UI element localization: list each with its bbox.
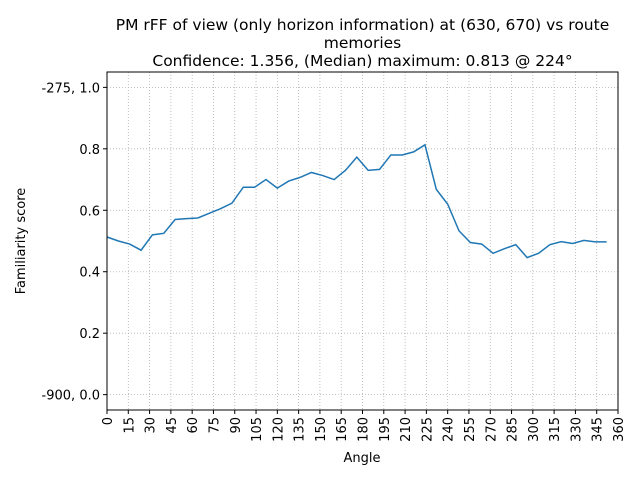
x-axis-label: Angle — [344, 451, 381, 466]
x-tick-label: 30 — [144, 417, 159, 434]
x-tick-label: 45 — [165, 417, 180, 434]
x-tick-label: 315 — [548, 417, 563, 442]
data-line — [106, 143, 607, 259]
title-block: PM rFF of view (only horizon information… — [90, 16, 635, 70]
x-tick-label: 285 — [506, 417, 521, 442]
x-tick-label: 120 — [271, 417, 286, 442]
x-tick-label: 270 — [484, 417, 499, 442]
y-tick-label: 0.2 — [79, 327, 100, 342]
x-tick-label: 75 — [207, 417, 222, 434]
y-tick-label: 0.4 — [79, 266, 100, 281]
x-tick-label: 135 — [293, 417, 308, 442]
x-tick-label: 90 — [229, 417, 244, 434]
x-tick-label: 360 — [612, 417, 627, 442]
x-tick-label: 195 — [378, 417, 393, 442]
x-tick-label: 60 — [186, 417, 201, 434]
y-tick-label: -275, 1.0 — [42, 81, 100, 96]
y-tick-label: -900, 0.0 — [42, 389, 100, 404]
x-tick-label: 105 — [250, 417, 265, 442]
x-tick-label: 255 — [463, 417, 478, 442]
x-tick-label: 210 — [399, 417, 414, 442]
x-tick-label: 15 — [122, 417, 137, 434]
y-axis-label: Familiarity score — [14, 188, 29, 295]
x-tick-label: 180 — [357, 417, 372, 442]
x-tick-label: 240 — [442, 417, 457, 442]
chart-title: PM rFF of view (only horizon information… — [115, 16, 610, 52]
x-tick-label: 150 — [314, 417, 329, 442]
chart-subtitle: Confidence: 1.356, (Median) maximum: 0.8… — [152, 52, 573, 70]
x-tick-label: 330 — [569, 417, 584, 442]
x-tick-label: 345 — [591, 417, 606, 442]
x-tick-label: 0 — [101, 417, 116, 425]
x-tick-label: 225 — [420, 417, 435, 442]
x-tick-label: 300 — [527, 417, 542, 442]
y-tick-label: 0.6 — [79, 204, 100, 219]
plot-frame — [106, 71, 619, 411]
y-tick-label: 0.8 — [79, 143, 100, 158]
x-tick-label: 165 — [335, 417, 350, 442]
